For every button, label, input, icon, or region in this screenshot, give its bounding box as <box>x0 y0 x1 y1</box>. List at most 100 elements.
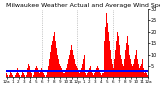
Bar <box>46 75 47 77</box>
Bar <box>27 68 28 77</box>
Bar <box>145 71 146 77</box>
Bar <box>133 64 134 77</box>
Point <box>66 70 69 71</box>
Point <box>109 70 111 71</box>
Bar <box>124 59 125 77</box>
Point <box>35 70 37 71</box>
Bar <box>100 75 102 77</box>
Point <box>131 70 134 71</box>
Point <box>132 70 135 71</box>
Point <box>22 70 25 71</box>
Point <box>31 70 34 71</box>
Bar <box>33 75 34 77</box>
Point <box>12 70 15 71</box>
Point <box>68 70 71 71</box>
Bar <box>11 73 12 77</box>
Bar <box>50 52 51 77</box>
Point <box>145 70 148 71</box>
Bar <box>76 66 77 77</box>
Bar <box>103 71 104 77</box>
Bar <box>127 36 128 77</box>
Bar <box>125 50 126 77</box>
Point <box>44 70 46 71</box>
Bar <box>134 59 135 77</box>
Point <box>13 70 16 71</box>
Point <box>42 70 44 71</box>
Bar <box>34 71 35 77</box>
Bar <box>92 73 93 77</box>
Bar <box>109 41 110 77</box>
Point <box>146 70 148 71</box>
Point <box>135 70 138 71</box>
Bar <box>97 66 98 77</box>
Point <box>97 70 99 71</box>
Point <box>19 70 22 71</box>
Bar <box>119 45 120 77</box>
Point <box>105 70 107 71</box>
Point <box>128 70 131 71</box>
Point <box>80 70 83 71</box>
Bar <box>88 71 89 77</box>
Bar <box>137 59 138 77</box>
Point <box>86 70 89 71</box>
Bar <box>107 23 108 77</box>
Point <box>136 70 139 71</box>
Point <box>69 70 72 71</box>
Bar <box>131 64 132 77</box>
Point <box>123 70 126 71</box>
Bar <box>81 68 82 77</box>
Point <box>104 70 106 71</box>
Point <box>120 70 123 71</box>
Bar <box>51 45 52 77</box>
Bar <box>40 71 41 77</box>
Bar <box>142 59 143 77</box>
Point <box>47 70 49 71</box>
Bar <box>110 50 111 77</box>
Bar <box>83 59 84 77</box>
Point <box>139 70 142 71</box>
Bar <box>121 59 122 77</box>
Point <box>107 70 109 71</box>
Point <box>16 70 19 71</box>
Bar <box>86 75 87 77</box>
Point <box>91 70 93 71</box>
Point <box>60 70 62 71</box>
Bar <box>82 64 83 77</box>
Bar <box>12 75 13 77</box>
Bar <box>21 75 22 77</box>
Bar <box>58 59 59 77</box>
Bar <box>15 75 16 77</box>
Bar <box>117 32 118 77</box>
Bar <box>63 73 64 77</box>
Point <box>48 70 50 71</box>
Point <box>115 70 117 71</box>
Point <box>143 70 146 71</box>
Point <box>138 70 141 71</box>
Point <box>71 70 74 71</box>
Point <box>34 70 36 71</box>
Bar <box>84 55 85 77</box>
Point <box>74 70 77 71</box>
Bar <box>36 66 37 77</box>
Point <box>144 70 147 71</box>
Point <box>11 70 14 71</box>
Point <box>60 70 63 71</box>
Point <box>81 70 84 71</box>
Point <box>26 70 29 71</box>
Point <box>62 70 65 71</box>
Bar <box>90 66 91 77</box>
Point <box>92 70 94 71</box>
Bar <box>94 73 95 77</box>
Bar <box>16 73 17 77</box>
Bar <box>64 73 65 77</box>
Point <box>122 70 125 71</box>
Point <box>61 70 64 71</box>
Bar <box>55 41 56 77</box>
Point <box>38 70 40 71</box>
Point <box>83 70 86 71</box>
Point <box>112 70 114 71</box>
Point <box>56 70 58 71</box>
Bar <box>143 68 144 77</box>
Point <box>133 70 136 71</box>
Bar <box>123 66 124 77</box>
